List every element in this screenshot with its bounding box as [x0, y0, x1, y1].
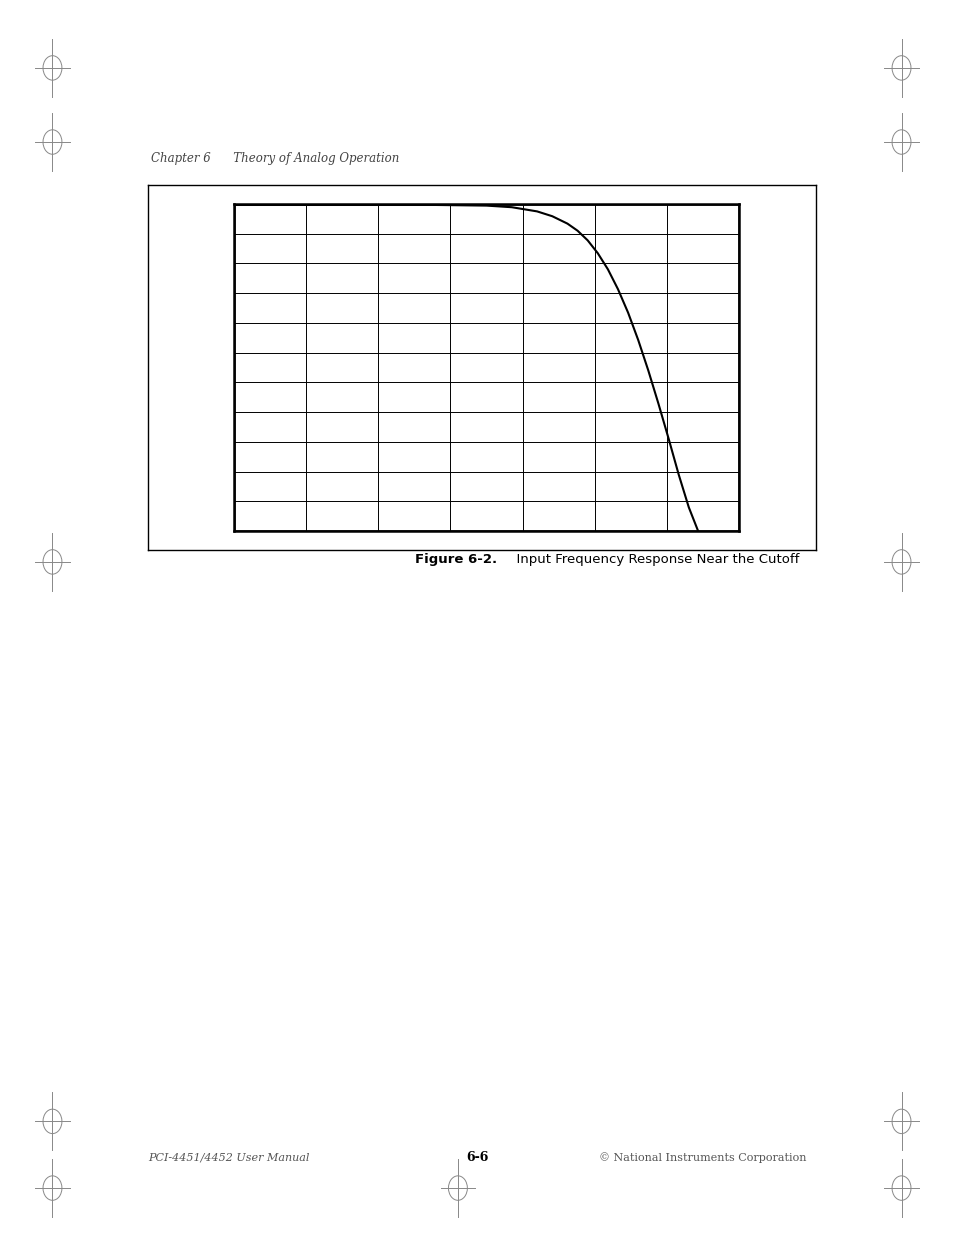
Text: Figure 6-2.: Figure 6-2. [415, 553, 497, 566]
Text: Input Frequency Response Near the Cutoff: Input Frequency Response Near the Cutoff [508, 553, 799, 566]
Text: © National Instruments Corporation: © National Instruments Corporation [598, 1152, 805, 1163]
Text: PCI-4451/4452 User Manual: PCI-4451/4452 User Manual [148, 1153, 309, 1163]
Text: Chapter 6      Theory of Analog Operation: Chapter 6 Theory of Analog Operation [151, 152, 398, 164]
Text: 6-6: 6-6 [465, 1151, 488, 1163]
